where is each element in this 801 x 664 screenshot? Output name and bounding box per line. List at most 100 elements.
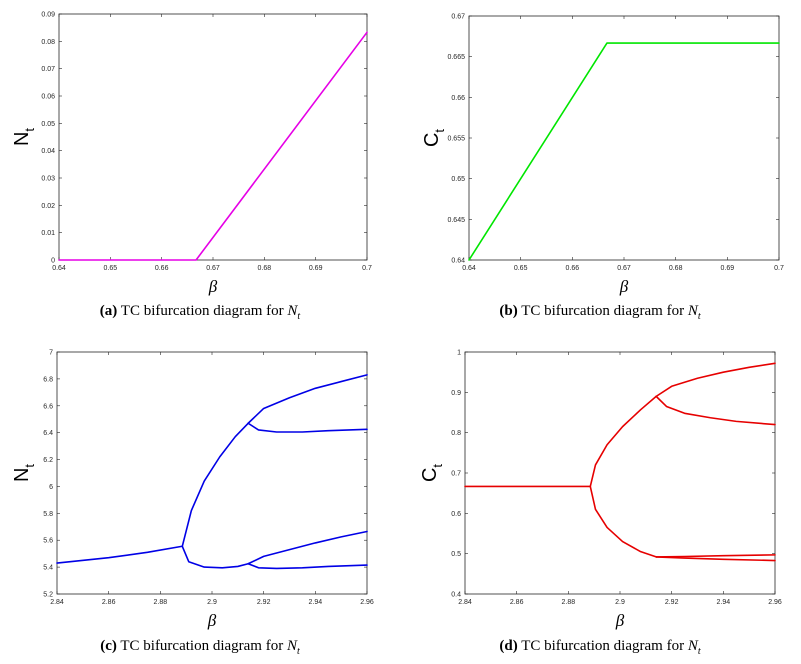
caption-a-text: TC bifurcation diagram for <box>117 303 288 319</box>
x-tick-label: 0.69 <box>309 265 323 272</box>
x-tick-label: 0.68 <box>258 265 272 272</box>
x-tick-label: 0.69 <box>721 265 735 272</box>
y-axis-label: Nt <box>11 464 37 482</box>
y-tick-label: 0.03 <box>41 176 55 183</box>
panel-a: 0.64 0.65 0.66 0.67 0.68 0.69 0.7 0 0.01 0.02 0.03… <box>0 0 400 332</box>
x-tick-label: 2.9 <box>207 599 217 606</box>
chart-b: 0.64 0.65 0.66 0.67 0.68 0.69 0.7 0.64 0.645 0.65… <box>421 14 784 297</box>
y-tick-label: 0 <box>51 258 55 265</box>
y-tick-label: 0.66 <box>451 95 465 102</box>
x-tick-label: 0.68 <box>669 265 683 272</box>
y-tick-label: 7 <box>49 350 53 357</box>
series-line-7 <box>247 562 368 570</box>
chart-c: 2.84 2.86 2.88 2.9 2.92 2.94 2.96 5.2 5.4 5.6 5.8 6… <box>11 350 374 631</box>
x-tick-label: 0.64 <box>52 265 66 272</box>
y-tick-label: 0.655 <box>447 136 465 143</box>
series-line-1 <box>58 31 368 261</box>
y-tick-label: 0.06 <box>41 94 55 101</box>
panel-b: 0.64 0.65 0.66 0.67 0.68 0.69 0.7 0.64 0.645 0.65… <box>400 0 800 332</box>
series-line-5 <box>247 422 368 433</box>
x-tick-label: 2.92 <box>257 599 271 606</box>
y-tick-label: 0.7 <box>451 471 461 478</box>
y-tick-label: 5.8 <box>43 511 53 518</box>
x-tick-label: 2.84 <box>458 599 472 606</box>
x-tick-label: 2.92 <box>665 599 679 606</box>
y-tick-label: 0.9 <box>451 390 461 397</box>
caption-c: (c) TC bifurcation diagram for Nt <box>0 638 400 657</box>
y-axis-label: Nt <box>11 128 37 146</box>
series-line-4 <box>655 362 776 398</box>
chart-a: 0.64 0.65 0.66 0.67 0.68 0.69 0.7 0 0.01 0.02 0.03… <box>11 12 372 297</box>
caption-b: (b) TC bifurcation diagram for Nt <box>400 303 800 322</box>
series-line-2 <box>589 395 657 488</box>
series-line-4 <box>247 374 368 425</box>
caption-d-var: N <box>687 638 698 654</box>
y-tick-label: 0.07 <box>41 66 55 73</box>
x-tick-label: 0.65 <box>104 265 118 272</box>
caption-c-sub: t <box>296 646 300 657</box>
y-tick-label: 0.64 <box>451 258 465 265</box>
x-axis-label: β <box>208 277 218 296</box>
chart-d: 2.84 2.86 2.88 2.9 2.92 2.94 2.96 0.4 0.5 0.6 0.7 0… <box>419 350 782 631</box>
series-line-7 <box>655 556 776 562</box>
y-tick-label: 6 <box>49 484 53 491</box>
y-tick-label: 0.67 <box>451 14 465 21</box>
series-line-6 <box>655 554 776 558</box>
caption-b-text: TC bifurcation diagram for <box>517 303 688 319</box>
y-tick-label: 0.665 <box>447 54 465 61</box>
y-tick-label: 0.4 <box>451 592 461 599</box>
y-tick-label: 0.09 <box>41 12 55 19</box>
caption-c-tag: (c) <box>100 638 117 654</box>
x-tick-label: 0.65 <box>514 265 528 272</box>
y-tick-label: 0.6 <box>451 511 461 518</box>
caption-a: (a) TC bifurcation diagram for Nt <box>0 303 400 322</box>
x-tick-label: 2.86 <box>102 599 116 606</box>
caption-a-var: N <box>287 303 298 319</box>
caption-a-tag: (a) <box>99 303 118 319</box>
panel-d: 2.84 2.86 2.88 2.9 2.92 2.94 2.96 0.4 0.5 0.6 0.7 0… <box>400 332 800 664</box>
y-tick-label: 0.8 <box>451 430 461 437</box>
x-tick-label: 0.67 <box>617 265 631 272</box>
y-tick-label: 5.4 <box>43 565 53 572</box>
y-axis-label: Ct <box>421 129 447 147</box>
plot-frame <box>468 15 780 261</box>
x-tick-label: 2.88 <box>562 599 576 606</box>
plot-frame <box>58 13 368 261</box>
caption-b-var: N <box>687 303 698 319</box>
x-tick-label: 0.7 <box>774 265 784 272</box>
y-tick-label: 5.2 <box>43 592 53 599</box>
y-tick-label: 5.6 <box>43 538 53 545</box>
x-tick-label: 2.94 <box>717 599 731 606</box>
caption-c-var: N <box>286 638 297 654</box>
y-tick-label: 0.01 <box>41 230 55 237</box>
x-tick-label: 2.96 <box>360 599 374 606</box>
y-tick-label: 6.6 <box>43 403 53 410</box>
caption-d-tag: (d) <box>499 638 518 654</box>
x-axis-label: β <box>615 611 625 630</box>
x-tick-label: 2.9 <box>615 599 625 606</box>
y-tick-label: 1 <box>457 350 461 357</box>
plot-frame <box>464 351 776 595</box>
x-tick-label: 2.88 <box>154 599 168 606</box>
y-tick-label: 0.04 <box>41 148 55 155</box>
y-tick-label: 0.645 <box>447 217 465 224</box>
series-line-1 <box>468 42 780 261</box>
caption-a-sub: t <box>297 311 301 322</box>
y-tick-label: 0.08 <box>41 39 55 46</box>
series-line-2 <box>181 422 249 548</box>
x-tick-label: 0.7 <box>362 265 372 272</box>
x-axis-label: β <box>207 611 217 630</box>
series-line-6 <box>247 530 368 565</box>
x-tick-label: 0.66 <box>566 265 580 272</box>
series-line-5 <box>655 395 776 426</box>
series-line-1 <box>56 545 184 564</box>
x-tick-label: 2.84 <box>50 599 64 606</box>
x-tick-label: 2.96 <box>768 599 782 606</box>
y-tick-label: 0.65 <box>451 176 465 183</box>
x-tick-label: 0.64 <box>462 265 476 272</box>
x-tick-label: 0.67 <box>206 265 220 272</box>
series-line-3 <box>181 545 249 569</box>
x-tick-label: 2.86 <box>510 599 524 606</box>
caption-d: (d) TC bifurcation diagram for Nt <box>400 638 800 657</box>
panel-c: 2.84 2.86 2.88 2.9 2.92 2.94 2.96 5.2 5.4 5.6 5.8 6… <box>0 332 400 664</box>
